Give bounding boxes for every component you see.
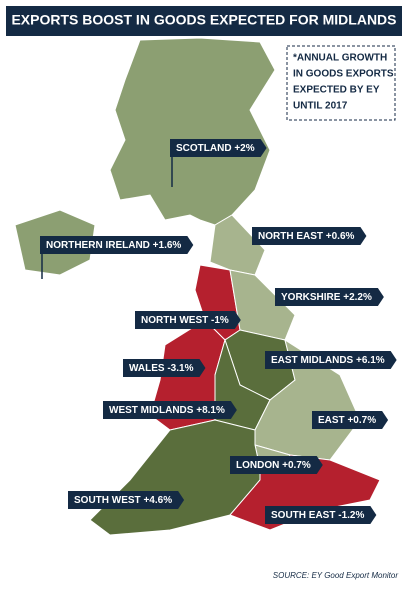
label-tag bbox=[275, 288, 384, 306]
label-tag bbox=[135, 311, 241, 329]
region-change: +4.6% bbox=[143, 495, 172, 506]
note-line: EXPECTED BY EY bbox=[293, 85, 380, 96]
region-label: NORTH EAST +0.6% bbox=[252, 227, 367, 245]
label-tag bbox=[68, 491, 185, 509]
region-name: NORTH WEST bbox=[141, 315, 208, 326]
label-text: NORTHERN IRELAND +1.6% bbox=[46, 240, 181, 251]
region-label: EAST +0.7% bbox=[312, 411, 389, 429]
region-label: YORKSHIRE +2.2% bbox=[275, 288, 384, 306]
note: *ANNUAL GROWTH IN GOODS EXPORTS EXPECTED B… bbox=[293, 53, 394, 112]
region-label: EAST MIDLANDS +6.1% bbox=[265, 351, 397, 369]
label-text: YORKSHIRE +2.2% bbox=[281, 292, 372, 303]
region-label: WEST MIDLANDS +8.1% bbox=[103, 401, 237, 419]
region-change: +8.1% bbox=[196, 405, 225, 416]
note-line: IN GOODS EXPORTS bbox=[293, 69, 394, 80]
region-change: -3.1% bbox=[167, 363, 193, 374]
label-tag bbox=[103, 401, 237, 419]
label-tag bbox=[170, 139, 267, 157]
region-label: NORTH WEST -1% bbox=[135, 311, 241, 329]
title-banner bbox=[6, 6, 402, 36]
region-label: SOUTH WEST +4.6% bbox=[68, 491, 185, 509]
label-text: WALES -3.1% bbox=[129, 363, 194, 374]
label-text: LONDON +0.7% bbox=[236, 460, 311, 471]
title: EXPORTS BOOST IN GOODS EXPECTED FOR MIDL… bbox=[11, 12, 396, 28]
label-tag bbox=[265, 506, 377, 524]
label-text: EAST MIDLANDS +6.1% bbox=[271, 355, 385, 366]
label-tag bbox=[40, 236, 194, 254]
region-change: +1.6% bbox=[153, 240, 182, 251]
label-text: NORTH EAST +0.6% bbox=[258, 231, 355, 242]
note-line: *ANNUAL GROWTH bbox=[293, 53, 387, 64]
region-scotland bbox=[109, 37, 276, 226]
region-change: -1% bbox=[211, 315, 229, 326]
source: SOURCE: EY Good Export Monitor bbox=[273, 571, 399, 580]
region-change: +2.2% bbox=[343, 292, 372, 303]
region-label: SCOTLAND +2% bbox=[170, 139, 267, 187]
region-change: +0.7% bbox=[282, 460, 311, 471]
note-line: UNTIL 2017 bbox=[293, 101, 348, 112]
label-tag bbox=[252, 227, 367, 245]
label-text: NORTH WEST -1% bbox=[141, 315, 229, 326]
region-name: SOUTH EAST bbox=[271, 510, 335, 521]
region-label: NORTHERN IRELAND +1.6% bbox=[40, 236, 194, 279]
label-text: SCOTLAND +2% bbox=[176, 143, 255, 154]
region-label: SOUTH EAST -1.2% bbox=[265, 506, 377, 524]
region-change: +0.6% bbox=[326, 231, 355, 242]
region-change: +6.1% bbox=[356, 355, 385, 366]
region-change: -1.2% bbox=[338, 510, 364, 521]
label-tag bbox=[230, 456, 323, 474]
region-name: LONDON bbox=[236, 460, 279, 471]
region-labels: SCOTLAND +2% NORTHERN IRELAND +1.6% NORTH … bbox=[40, 139, 397, 524]
region-change: +0.7% bbox=[347, 415, 376, 426]
region-name: YORKSHIRE bbox=[281, 292, 341, 303]
label-text: WEST MIDLANDS +8.1% bbox=[109, 405, 225, 416]
label-text: SOUTH WEST +4.6% bbox=[74, 495, 172, 506]
region-name: WALES bbox=[129, 363, 165, 374]
region-name: SOUTH WEST bbox=[74, 495, 141, 506]
region-name: NORTH EAST bbox=[258, 231, 323, 242]
label-text: SOUTH EAST -1.2% bbox=[271, 510, 364, 521]
label-tag bbox=[312, 411, 389, 429]
region-change: +2% bbox=[234, 143, 254, 154]
region-name: EAST MIDLANDS bbox=[271, 355, 354, 366]
note-box bbox=[286, 45, 396, 121]
region-name: EAST bbox=[318, 415, 345, 426]
region-name: SCOTLAND bbox=[176, 143, 232, 154]
region-name: NORTHERN IRELAND bbox=[46, 240, 150, 251]
region-label: WALES -3.1% bbox=[123, 359, 206, 377]
label-tag bbox=[123, 359, 206, 377]
label-text: EAST +0.7% bbox=[318, 415, 376, 426]
region-name: WEST MIDLANDS bbox=[109, 405, 194, 416]
region-label: LONDON +0.7% bbox=[230, 456, 323, 474]
label-tag bbox=[265, 351, 397, 369]
